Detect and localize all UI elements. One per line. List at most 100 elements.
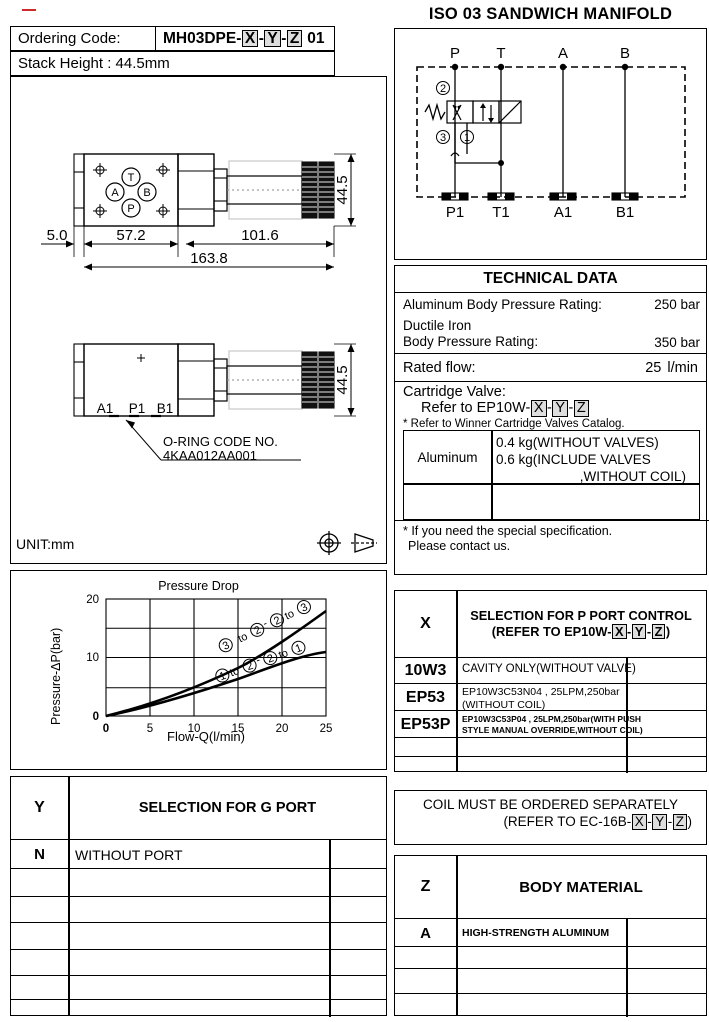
page-title: ISO 03 SANDWICH MANIFOLD xyxy=(428,4,673,23)
side-port-A1: A1 xyxy=(97,401,114,416)
annotation-1to2-2to1: 1 to 2 - 2 to 1 xyxy=(215,640,306,683)
schematic-port-A1: A1 xyxy=(554,204,572,221)
ytick-20: 20 xyxy=(86,594,99,606)
td-ductile-label-2: Body Pressure Rating: xyxy=(403,334,539,349)
x-row-desc-1: EP10W3C53P04 , 25LPM,250bar(WITH PUSH xyxy=(462,714,642,724)
weight-line-2: 0.6 kg(INCLUDE VALVES xyxy=(496,451,651,467)
table-row[interactable] xyxy=(11,949,386,976)
pressure-drop-chart-panel: Pressure Drop Pressure-ΔP(bar) Flow-Q(l/… xyxy=(10,570,387,770)
x-table-col-divider-1 xyxy=(456,591,458,771)
table-row[interactable] xyxy=(395,968,706,994)
svg-text:to: to xyxy=(277,647,290,661)
schematic-port-T1: T1 xyxy=(492,204,510,221)
cartridge-refer-prefix: Refer to EP10W- xyxy=(421,400,531,416)
table-row[interactable]: A HIGH-STRENGTH ALUMINUM xyxy=(395,918,706,947)
table-row[interactable] xyxy=(395,737,706,757)
technical-data-title: TECHNICAL DATA xyxy=(483,270,618,287)
schematic-port-T: T xyxy=(496,45,505,62)
side-port-P1: P1 xyxy=(129,401,146,416)
table-row[interactable]: N WITHOUT PORT xyxy=(11,839,386,869)
dim-44-5-side: 44.5 xyxy=(334,365,351,394)
coil-note-suffix: ) xyxy=(687,813,693,829)
hydraulic-schematic-panel: P T A B xyxy=(394,28,707,260)
x-header-y-token: Y xyxy=(631,624,647,640)
cartridge-z-token: Z xyxy=(573,400,589,417)
svg-text:2: 2 xyxy=(245,660,255,673)
svg-text:to: to xyxy=(228,665,241,679)
xtick-10: 10 xyxy=(188,723,201,735)
ordering-code-prefix: MH03DPE- xyxy=(163,29,242,47)
dimensional-drawing-panel: T A B P xyxy=(10,76,387,564)
cartridge-label: Cartridge Valve: xyxy=(403,384,506,400)
table-row[interactable] xyxy=(11,896,386,923)
x-header-z-token: Z xyxy=(651,624,666,640)
table-row[interactable] xyxy=(11,922,386,950)
z-row-desc: HIGH-STRENGTH ALUMINUM xyxy=(462,927,610,939)
td-rated-flow-unit: l/min xyxy=(667,360,698,376)
svg-text:-: - xyxy=(261,617,270,630)
curve-3to2-2to3 xyxy=(105,609,327,718)
svg-text:2: 2 xyxy=(252,624,263,637)
table-row[interactable] xyxy=(395,946,706,969)
footnote-line-1: * If you need the special specification. xyxy=(403,524,613,538)
y-selection-table: Y SELECTION FOR G PORT N WITHOUT PORT xyxy=(10,776,387,1018)
table-row[interactable]: 10W3 CAVITY ONLY(WITHOUT VALVE) xyxy=(395,657,706,684)
td-aluminum-value: 250 bar xyxy=(654,297,700,312)
td-aluminum-label: Aluminum Body Pressure Rating: xyxy=(403,297,602,312)
table-row[interactable] xyxy=(11,999,386,1018)
dim-57-2: 57.2 xyxy=(116,227,145,244)
oring-note-line1: O-RING CODE NO. xyxy=(163,434,278,449)
cartridge-refer: Refer to EP10W- X - Y - Z xyxy=(395,400,706,417)
hydraulic-schematic-svg: P T A B xyxy=(416,45,686,221)
x-header-x-token: X xyxy=(611,624,627,640)
y-table-header: SELECTION FOR G PORT xyxy=(138,800,317,816)
xtick-25: 25 xyxy=(320,723,333,735)
x-row-code: 10W3 xyxy=(404,662,447,679)
coil-z-token: Z xyxy=(672,813,687,830)
coil-note: COIL MUST BE ORDERED SEPARATELY (REFER T… xyxy=(395,791,706,831)
table-row[interactable]: EP53P EP10W3C53P04 , 25LPM,250bar(WITH P… xyxy=(395,710,706,738)
dim-44-5-top: 44.5 xyxy=(334,175,351,204)
x-header-suffix: ) xyxy=(665,624,671,639)
dim-163-8: 163.8 xyxy=(190,250,228,267)
table-row[interactable] xyxy=(395,756,706,774)
svg-text:to: to xyxy=(283,608,297,623)
port-label-P: P xyxy=(127,203,134,215)
chart-title: Pressure Drop xyxy=(158,579,239,593)
coil-x-token: X xyxy=(631,813,647,830)
table-row[interactable] xyxy=(395,993,706,1018)
ordering-x-token: X xyxy=(241,29,259,48)
table-row[interactable] xyxy=(11,975,386,1000)
schematic-port-B1: B1 xyxy=(616,204,634,221)
z-table-col-divider-1 xyxy=(456,856,458,1015)
ordering-code-suffix: 01 xyxy=(307,29,325,47)
port-label-A: A xyxy=(111,187,119,199)
x-table-header: SELECTION FOR P PORT CONTROL (REFER TO E… xyxy=(457,591,705,657)
x-table-col-divider-2 xyxy=(626,657,628,773)
coil-note-line-2: (REFER TO EC-16B- X - Y - Z) xyxy=(503,813,693,830)
schematic-callout-1: 1 xyxy=(464,132,470,144)
technical-data-panel: TECHNICAL DATA Aluminum Body Pressure Ra… xyxy=(394,265,709,575)
x-header-line-1: SELECTION FOR P PORT CONTROL xyxy=(470,608,692,624)
ordering-code-divider xyxy=(155,26,335,51)
x-row-desc-1: EP10W3C53N04 , 25LPM,250bar xyxy=(462,686,620,698)
ordering-code-value: MH03DPE- X - Y - Z 01 xyxy=(163,29,325,48)
schematic-port-P1: P1 xyxy=(446,204,464,221)
xtick-15: 15 xyxy=(232,723,245,735)
technical-data-footnote: * If you need the special specification.… xyxy=(395,520,709,556)
dimensional-drawing-svg: T A B P xyxy=(41,153,356,463)
ordering-code-box xyxy=(10,26,335,51)
weight-row-divider xyxy=(404,483,699,485)
weight-material: Aluminum xyxy=(417,449,478,465)
td-ductile-value: 350 bar xyxy=(654,335,700,350)
schematic-callout-2: 2 xyxy=(440,83,446,95)
schematic-port-B: B xyxy=(620,45,630,62)
z-row-code: A xyxy=(420,924,431,942)
schematic-callout-3: 3 xyxy=(440,132,446,144)
table-row[interactable] xyxy=(11,868,386,897)
svg-text:1: 1 xyxy=(294,642,304,655)
x-row-desc-2: (WITHOUT COIL) xyxy=(462,698,546,711)
cartridge-x-token: X xyxy=(530,400,547,417)
y-table-col-divider-2 xyxy=(329,839,331,1017)
table-row[interactable]: EP53 EP10W3C53N04 , 25LPM,250bar (WITHOU… xyxy=(395,683,706,711)
